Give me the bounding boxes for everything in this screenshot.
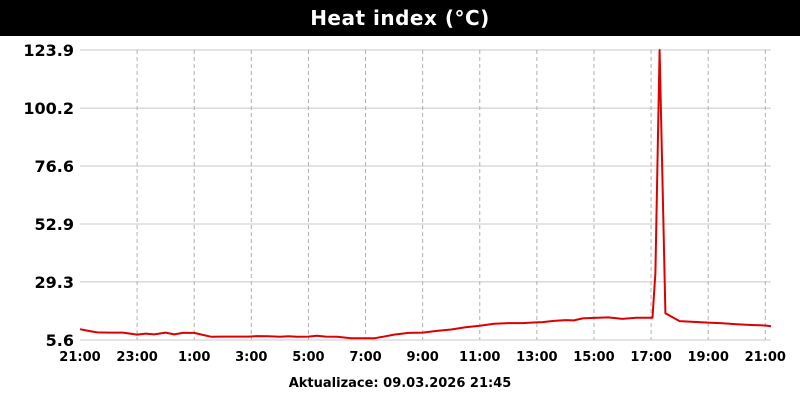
x-tick-label: 5:00 <box>292 350 324 365</box>
x-tick-label: 13:00 <box>516 350 557 365</box>
y-tick-label: 123.9 <box>23 41 74 60</box>
x-tick-label: 21:00 <box>745 350 786 365</box>
x-tick-label: 11:00 <box>459 350 500 365</box>
y-tick-label: 100.2 <box>23 99 74 118</box>
x-tick-label: 7:00 <box>349 350 381 365</box>
y-tick-label: 76.6 <box>35 157 74 176</box>
update-timestamp: Aktualizace: 09.03.2026 21:45 <box>288 376 512 391</box>
x-tick-label: 3:00 <box>235 350 267 365</box>
title-bar: Heat index (°C) <box>0 0 800 36</box>
heat-index-line <box>79 49 772 340</box>
x-tick-label: 15:00 <box>573 350 614 365</box>
x-tick-label: 19:00 <box>687 350 728 365</box>
y-tick-label: 52.9 <box>35 215 74 234</box>
x-tick-label: 9:00 <box>406 350 438 365</box>
x-tick-label: 21:00 <box>59 350 100 365</box>
y-tick-label: 29.3 <box>35 273 74 292</box>
x-tick-label: 17:00 <box>630 350 671 365</box>
chart-title: Heat index (°C) <box>310 6 490 30</box>
y-tick-label: 5.6 <box>46 331 74 350</box>
x-tick-label: 1:00 <box>178 350 210 365</box>
x-tick-label: 23:00 <box>116 350 157 365</box>
